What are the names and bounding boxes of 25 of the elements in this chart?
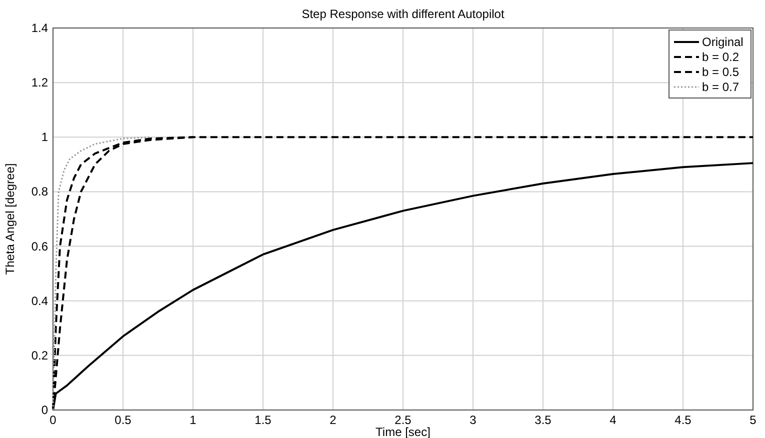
- chart-title: Step Response with different Autopilot: [302, 7, 505, 21]
- x-tick-label: 2: [330, 413, 337, 427]
- y-tick-label: 0.6: [31, 239, 48, 254]
- x-tick-label: 0.5: [114, 413, 132, 427]
- y-tick-label: 0.2: [31, 348, 48, 362]
- legend-label: b = 0.2: [702, 50, 740, 64]
- x-tick-label: 3: [470, 413, 477, 427]
- x-tick-label: 2.5: [394, 413, 412, 427]
- x-tick-label: 5: [750, 413, 757, 427]
- x-tick-label: 4.5: [674, 413, 692, 427]
- y-tick-label: 1.2: [31, 76, 48, 90]
- legend-label: Original: [702, 35, 744, 49]
- y-axis-title: Theta Angel [degree]: [3, 163, 17, 275]
- x-tick-label: 4: [610, 413, 617, 427]
- legend-label: b = 0.7: [702, 80, 740, 94]
- x-tick-label: 0: [50, 413, 57, 427]
- y-tick-label: 0.8: [31, 184, 48, 199]
- y-tick-label: 1: [41, 130, 48, 144]
- x-tick-label: 1: [190, 413, 197, 427]
- legend-label: b = 0.5: [702, 65, 740, 79]
- x-tick-label: 3.5: [534, 413, 552, 427]
- y-tick-label: 1.4: [31, 21, 48, 35]
- y-tick-label: 0.4: [31, 294, 48, 308]
- y-tick-label: 0: [41, 403, 48, 417]
- x-tick-label: 1.5: [254, 413, 272, 427]
